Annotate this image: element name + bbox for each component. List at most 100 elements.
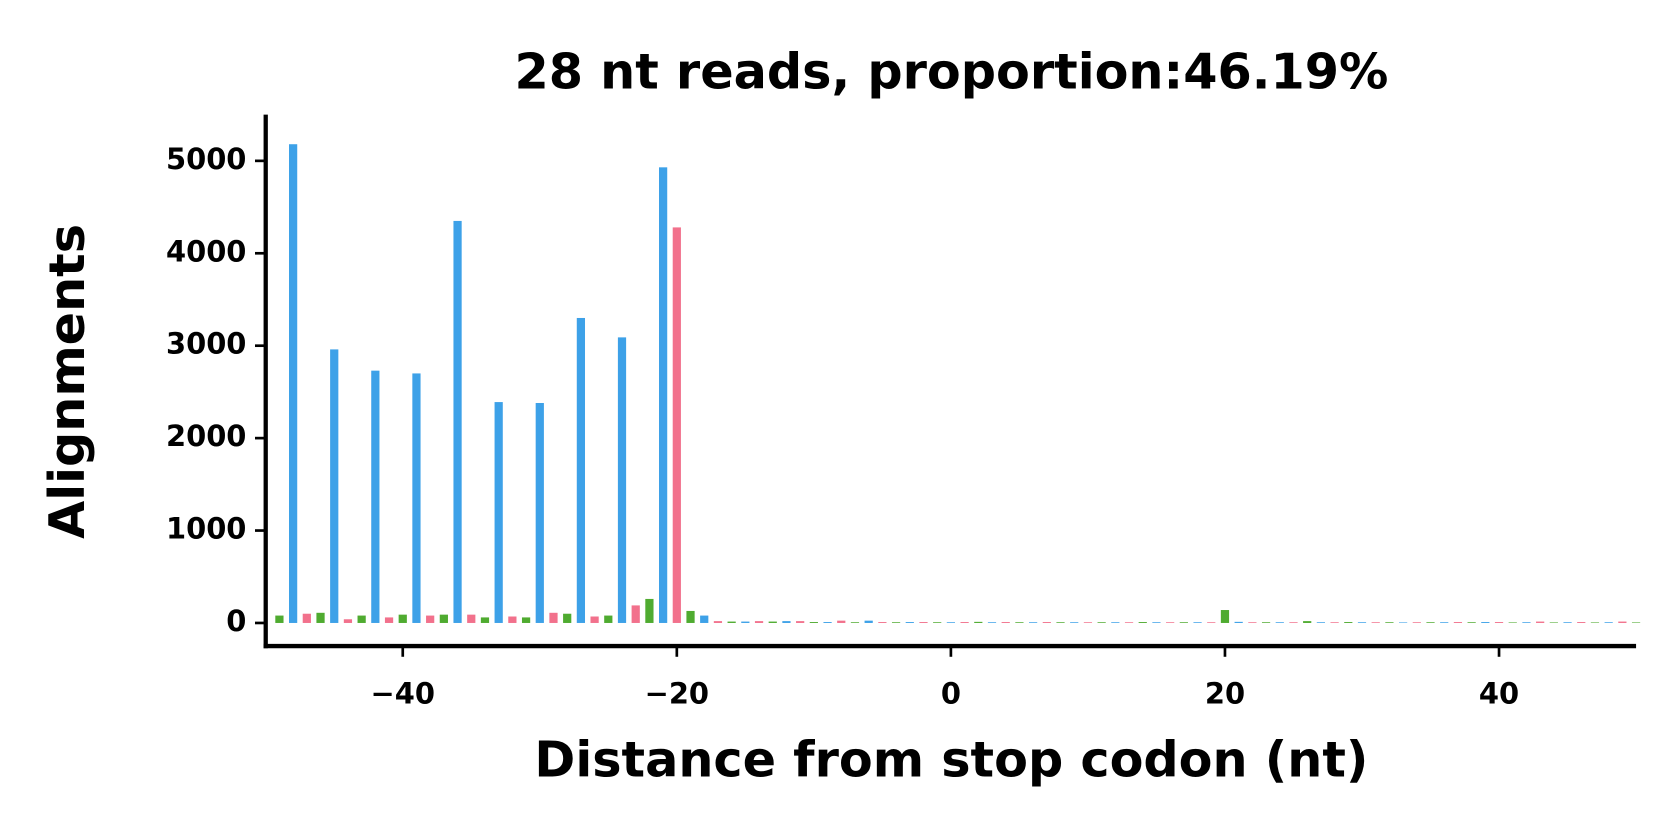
- bar: [604, 615, 613, 623]
- bar: [741, 621, 750, 623]
- bar: [1234, 621, 1243, 623]
- bar: [371, 370, 380, 623]
- bar: [1508, 622, 1517, 623]
- bar: [1316, 622, 1326, 623]
- bar: [700, 615, 709, 623]
- bar: [1275, 622, 1284, 623]
- bar: [1563, 622, 1572, 623]
- bar: [1536, 621, 1545, 623]
- bar: [1522, 622, 1531, 623]
- bar: [1303, 621, 1312, 623]
- bar: [330, 349, 339, 623]
- bar: [521, 617, 531, 623]
- bar: [480, 617, 490, 623]
- bar: [1412, 622, 1421, 623]
- bar: [686, 610, 695, 623]
- bar: [823, 622, 832, 623]
- bar: [1207, 622, 1216, 623]
- bar: [1179, 622, 1188, 623]
- bar: [576, 317, 586, 623]
- bar: [631, 605, 640, 623]
- bar: [535, 403, 544, 623]
- bar: [1467, 622, 1476, 623]
- bar: [946, 622, 956, 623]
- bar: [398, 614, 407, 623]
- bar: [617, 337, 627, 623]
- bar: [1440, 622, 1449, 623]
- bar: [1070, 622, 1079, 623]
- bar: [1029, 622, 1038, 623]
- bar: [1618, 621, 1627, 623]
- bar: [1166, 622, 1175, 623]
- bar: [1494, 622, 1504, 623]
- bar: [672, 227, 681, 623]
- bar: [275, 615, 284, 623]
- y-tick-label: 1000: [166, 512, 246, 546]
- bar: [1453, 622, 1463, 623]
- bar: [357, 615, 366, 623]
- bar: [316, 612, 325, 623]
- bar: [1152, 622, 1161, 623]
- bar: [384, 617, 394, 623]
- bar: [905, 622, 914, 623]
- bar: [1193, 622, 1202, 623]
- bar: [1138, 622, 1147, 623]
- bar: [796, 621, 805, 623]
- bar: [1289, 622, 1298, 623]
- bar: [1385, 622, 1394, 623]
- bar: [439, 614, 448, 623]
- y-axis-label: Alignments: [38, 224, 96, 539]
- bar: [1631, 622, 1641, 623]
- bar: [1590, 622, 1600, 623]
- y-tick-label: 0: [226, 604, 246, 638]
- bar: [987, 622, 997, 623]
- x-axis-label: Distance from stop codon (nt): [534, 730, 1368, 788]
- bar: [1083, 622, 1093, 623]
- bar: [1398, 622, 1408, 623]
- x-tick-label: −20: [645, 676, 709, 710]
- bar: [1604, 622, 1613, 623]
- bar: [302, 613, 311, 623]
- y-tick-label: 4000: [166, 234, 246, 268]
- bar: [1097, 622, 1106, 623]
- bar: [1220, 610, 1230, 623]
- bar: [1056, 622, 1065, 623]
- bar: [878, 622, 887, 623]
- bar: [508, 616, 517, 623]
- y-tick-label: 2000: [166, 419, 246, 453]
- bar: [782, 621, 791, 623]
- bar: [891, 622, 901, 623]
- bar: [1344, 622, 1353, 623]
- bar: [1124, 622, 1134, 623]
- bar: [1426, 622, 1435, 623]
- bar: [713, 621, 723, 623]
- x-tick-label: 40: [1479, 676, 1519, 710]
- bar: [727, 621, 736, 623]
- bar: [1330, 622, 1339, 623]
- bar: [1042, 622, 1051, 623]
- bar: [1001, 622, 1010, 623]
- bar: [549, 612, 558, 623]
- bar: [960, 622, 969, 623]
- bar: [289, 144, 298, 623]
- bar: [933, 622, 942, 623]
- bar: [659, 167, 668, 623]
- bar: [974, 621, 983, 623]
- bar: [1549, 622, 1558, 623]
- bar: [563, 613, 572, 623]
- bar: [412, 373, 421, 623]
- bar: [343, 619, 353, 623]
- bar: [1357, 622, 1367, 623]
- bar: [864, 620, 873, 623]
- bar: [426, 615, 435, 623]
- bar: [809, 622, 818, 623]
- bar: [645, 598, 654, 623]
- bar: [837, 620, 846, 623]
- y-tick-label: 5000: [166, 142, 246, 176]
- chart-title: 28 nt reads, proportion:46.19%: [514, 43, 1388, 101]
- x-tick-label: 20: [1205, 676, 1245, 710]
- bar: [467, 614, 476, 623]
- bar: [768, 621, 777, 623]
